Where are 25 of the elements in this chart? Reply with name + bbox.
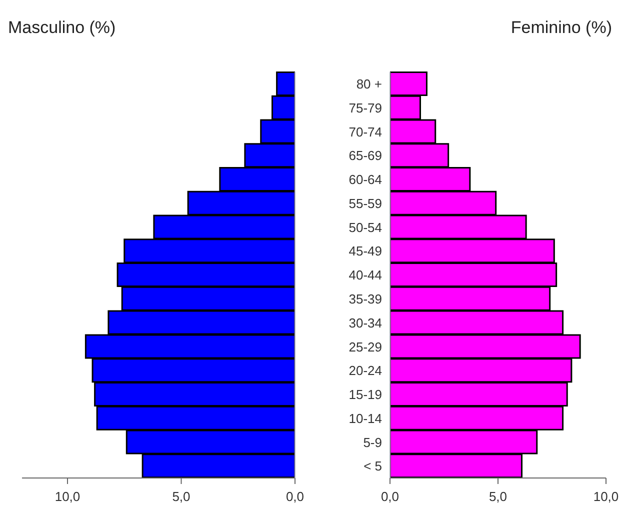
y-tick-label: 30-34 [348,315,382,330]
x-tick-label: 0,0 [286,489,304,504]
y-tick-label: 60-64 [348,172,382,188]
y-tick-label: 25-29 [348,339,382,354]
x-tick-label: 10,0 [54,489,80,504]
y-tick-label: 5-9 [363,434,382,450]
y-tick-label: 70-74 [348,124,382,140]
x-tick-label: 0,0 [380,489,400,504]
y-tick-label: 10-14 [348,410,382,426]
y-tick-label: 35-39 [348,291,382,306]
x-tick-label: 10,0 [593,489,619,504]
chart-title: Feminino (%) [510,17,613,39]
y-tick-label: 40-44 [348,268,382,283]
y-tick-label: 75-79 [348,100,382,116]
chart-title: Masculino (%) [8,17,117,39]
x-tick-label: 5,0 [488,489,508,504]
y-tick-label: 20-24 [348,363,382,378]
y-tick-label: 80 + [356,76,382,92]
y-tick-label: 55-59 [348,196,382,211]
y-tick-label: 65-69 [348,148,382,164]
y-tick-label: 15-19 [348,387,382,402]
y-tick-label: 45-49 [348,244,382,259]
x-tick-label: 5,0 [172,489,190,504]
y-tick-label: 50-54 [348,220,382,235]
y-tick-label: < 5 [364,458,382,474]
